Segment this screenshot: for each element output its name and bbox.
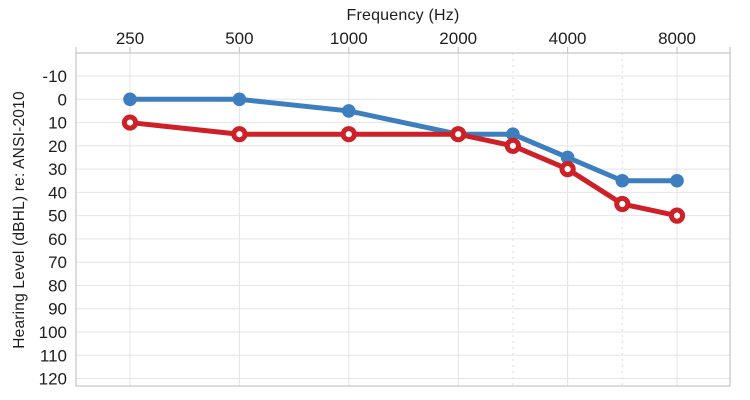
series-line-red-open-circles [127,120,680,219]
series-line-blue-filled-circles [127,96,680,184]
y-tick-label: -10 [42,67,67,86]
data-point-marker-red-open-circles [504,137,522,154]
x-tick-label: 2000 [439,29,477,48]
data-point-marker-red-open-circles [559,161,576,178]
data-point-marker-blue-filled-circles [615,173,630,188]
x-tick-label: 4000 [549,29,587,48]
x-tick-label: 500 [225,29,253,48]
y-tick-label: 0 [58,90,67,109]
y-axis-title: Hearing Level (dBHL) re: ANSI-2010 [11,91,28,349]
y-tick-label: 20 [48,137,67,156]
y-tick-label: 120 [39,370,67,389]
x-tick-label: 1000 [330,29,368,48]
x-tick-label: 250 [116,29,144,48]
y-tick-label: 80 [48,276,67,295]
y-tick-label: 30 [48,160,67,179]
grid-layer [75,47,731,387]
data-point-marker-red-open-circles [614,195,631,213]
y-tick-label: 100 [39,323,67,342]
data-point-marker-blue-filled-circles [123,92,137,107]
y-tick-label: 110 [40,346,67,365]
data-point-marker-red-open-circles [450,126,467,143]
data-point-marker-blue-filled-circles [342,104,356,118]
data-point-marker-blue-filled-circles [560,150,575,165]
data-point-marker-blue-filled-circles [232,92,247,107]
data-point-marker-red-open-circles [668,207,686,224]
y-tick-label: 50 [48,207,67,226]
data-point-marker-blue-filled-circles [506,127,520,142]
y-tick-label: 70 [48,253,67,272]
plot-border [75,52,731,387]
data-point-marker-red-open-circles [121,114,139,131]
x-tick-label: 8000 [658,29,696,48]
y-tick-label: 90 [48,300,67,319]
series-layer [121,92,686,224]
data-point-marker-red-open-circles [340,126,357,143]
y-tick-label: 10 [48,114,67,133]
y-tick-label: 40 [48,183,67,202]
y-tick-label: 60 [48,230,67,249]
label-layer: 250 500 1000 2000 4000 8000 -10 0 10 20 30 40 50 60 70… [39,29,696,389]
data-point-marker-blue-filled-circles [670,173,684,188]
data-point-marker-red-open-circles [231,126,248,143]
x-axis-title: Frequency (Hz) [346,7,459,24]
